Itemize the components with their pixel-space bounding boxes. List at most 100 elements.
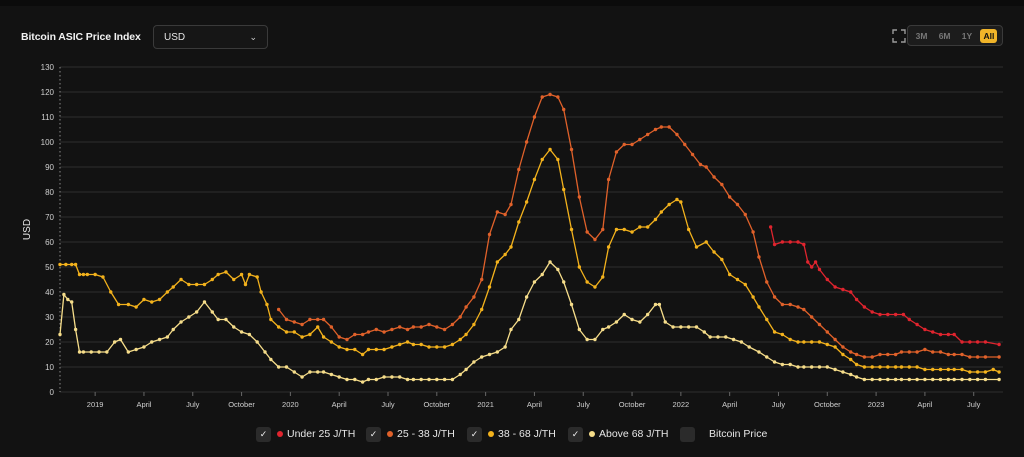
data-point: [606, 245, 611, 249]
data-point: [704, 165, 708, 169]
range-1y-button[interactable]: 1Y: [961, 30, 973, 41]
expand-icon[interactable]: [892, 29, 906, 43]
data-point: [788, 302, 792, 307]
data-point: [435, 377, 439, 382]
series-line: [59, 261, 1000, 383]
data-point: [480, 277, 484, 282]
x-tick-label: October: [814, 400, 841, 409]
data-point: [276, 307, 281, 312]
legend-item-38-68[interactable]: ✓ 38 - 68 J/TH: [467, 424, 556, 444]
checkbox-unchecked-icon[interactable]: [680, 426, 695, 442]
data-point: [85, 272, 90, 277]
data-point: [300, 375, 304, 379]
x-tick-label: July: [381, 400, 395, 409]
data-point: [360, 352, 365, 357]
data-point: [390, 375, 394, 379]
data-point: [712, 250, 716, 254]
data-point: [284, 317, 289, 322]
data-point: [772, 295, 777, 299]
data-point: [907, 317, 911, 322]
data-point: [366, 377, 371, 382]
data-point: [878, 352, 882, 357]
checkbox-checked-icon[interactable]: ✓: [366, 426, 381, 442]
data-point: [833, 337, 837, 342]
data-point: [171, 285, 175, 289]
data-point: [73, 327, 78, 332]
data-point: [802, 242, 806, 247]
data-point: [983, 340, 988, 344]
data-point: [118, 337, 123, 342]
data-point: [495, 350, 500, 354]
data-point: [614, 150, 619, 154]
data-point: [64, 262, 68, 267]
data-point: [968, 340, 972, 344]
data-point: [645, 225, 650, 229]
data-point: [813, 260, 818, 264]
data-point: [659, 210, 664, 214]
range-3m-button[interactable]: 3M: [915, 30, 928, 41]
data-point: [698, 162, 703, 167]
currency-select[interactable]: USD ⌄: [153, 25, 268, 49]
data-point: [134, 347, 138, 352]
legend-item-bitcoin-price[interactable]: Bitcoin Price: [680, 424, 767, 444]
data-point: [472, 295, 476, 299]
legend-item-under-25[interactable]: ✓ Under 25 J/TH: [256, 424, 355, 444]
data-point: [585, 280, 589, 284]
data-point: [179, 320, 183, 324]
data-point: [165, 290, 170, 294]
data-point: [419, 325, 423, 329]
data-point: [841, 345, 845, 349]
data-point: [796, 340, 800, 344]
x-tick-label: October: [619, 400, 646, 409]
data-point: [398, 342, 402, 347]
data-point: [751, 230, 755, 234]
data-point: [854, 352, 859, 357]
data-point: [893, 312, 898, 317]
x-tick-label: 2021: [477, 400, 494, 409]
checkbox-checked-icon[interactable]: ✓: [467, 426, 482, 442]
y-tick-label: 110: [41, 113, 54, 122]
data-point: [870, 310, 874, 314]
legend-item-25-38[interactable]: ✓ 25 - 38 J/TH: [366, 424, 455, 444]
data-point: [690, 152, 695, 157]
data-point: [562, 107, 566, 112]
data-point: [292, 330, 296, 334]
data-point: [667, 125, 671, 129]
data-point: [472, 360, 476, 364]
y-tick-label: 30: [45, 313, 54, 322]
data-point: [915, 365, 919, 369]
y-tick-label: 50: [45, 263, 54, 272]
data-point: [442, 377, 447, 382]
y-tick-label: 80: [45, 188, 54, 197]
data-point: [833, 367, 837, 372]
data-point: [255, 275, 259, 279]
checkbox-checked-icon[interactable]: ✓: [568, 426, 583, 442]
data-point: [411, 377, 416, 382]
data-point: [638, 137, 642, 142]
data-point: [97, 350, 101, 354]
data-point: [540, 157, 544, 162]
data-point: [720, 257, 724, 262]
data-point: [743, 282, 747, 287]
data-point: [630, 317, 634, 322]
data-point: [854, 362, 859, 367]
data-point: [458, 372, 462, 377]
checkbox-checked-icon[interactable]: ✓: [256, 426, 271, 442]
x-tick-label: 2023: [868, 400, 885, 409]
legend-dot: [277, 431, 283, 437]
range-6m-button[interactable]: 6M: [938, 30, 951, 41]
x-tick-label: April: [722, 400, 737, 409]
data-point: [509, 245, 513, 249]
data-point: [73, 262, 78, 267]
data-point: [899, 350, 904, 354]
data-point: [284, 365, 289, 369]
data-point: [255, 340, 259, 344]
data-point: [645, 132, 650, 137]
range-all-button[interactable]: All: [980, 28, 998, 43]
series-line: [60, 148, 1000, 373]
data-point: [216, 317, 220, 322]
data-point: [109, 290, 113, 294]
data-point: [825, 365, 829, 369]
data-point: [780, 240, 785, 244]
legend-item-above-68[interactable]: ✓ Above 68 J/TH: [568, 424, 668, 444]
